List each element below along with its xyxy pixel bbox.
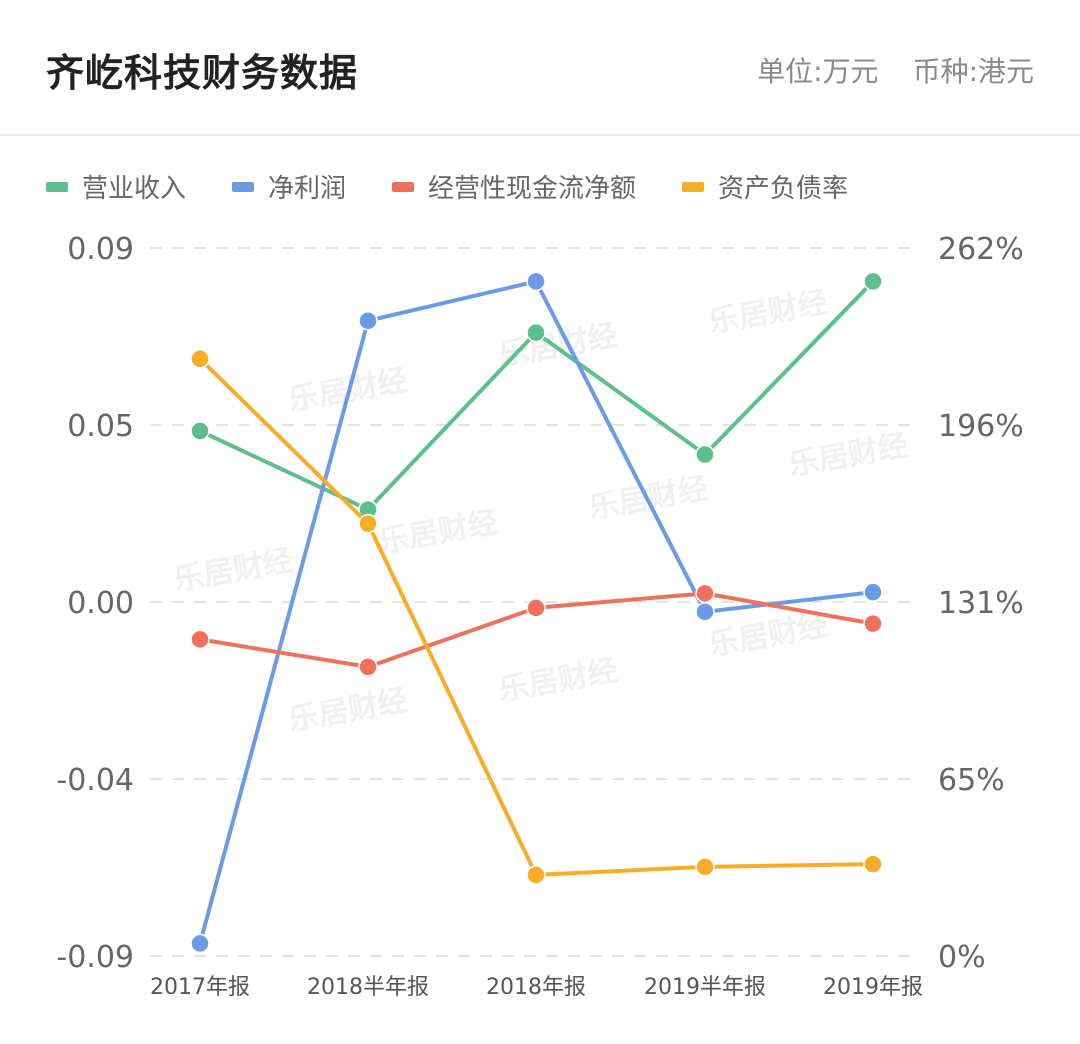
data-point-2 xyxy=(863,613,883,634)
x-axis-label: 2019半年报 xyxy=(644,975,766,1000)
data-point-0 xyxy=(526,322,546,343)
watermark-text: 乐居财经 xyxy=(286,683,410,738)
x-axis-label: 2018半年报 xyxy=(307,975,429,1000)
legend-swatch xyxy=(392,181,415,192)
data-point-2 xyxy=(358,657,378,677)
legend-label: 经营性现金流净额 xyxy=(428,174,637,204)
data-point-0 xyxy=(190,421,210,441)
left-axis-tick: 0.09 xyxy=(67,232,134,267)
left-axis-tick: 0.00 xyxy=(67,586,134,621)
watermark-text: 乐居财经 xyxy=(496,653,620,708)
legend-swatch xyxy=(682,181,705,192)
legend-item-1[interactable]: 净利润 xyxy=(232,168,346,205)
legend-item-0[interactable]: 营业收入 xyxy=(46,168,186,205)
data-point-3 xyxy=(358,513,378,534)
chart-header: 齐屹科技财务数据 单位:万元 币种:港元 xyxy=(0,0,1080,136)
right-axis-tick: 262% xyxy=(938,232,1024,267)
right-axis-tick: 0% xyxy=(938,940,986,975)
chart-legend: 营业收入 净利润 经营性现金流净额 资产负债率 xyxy=(46,168,894,205)
legend-item-2[interactable]: 经营性现金流净额 xyxy=(392,168,636,205)
x-axis-label: 2017年报 xyxy=(150,975,250,1000)
data-point-2 xyxy=(190,629,210,650)
unit-info: 单位:万元 币种:港元 xyxy=(757,50,1034,90)
currency-label: 币种:港元 xyxy=(912,55,1034,88)
right-axis-tick: 131% xyxy=(938,586,1024,621)
page-title: 齐屹科技财务数据 xyxy=(46,51,359,95)
data-point-0 xyxy=(695,444,715,465)
data-point-0 xyxy=(863,271,883,292)
x-axis-label: 2019年报 xyxy=(823,975,923,1000)
right-axis-tick: 196% xyxy=(938,409,1024,444)
left-axis-tick: 0.05 xyxy=(67,409,134,444)
data-point-1 xyxy=(358,311,378,331)
right-axis-tick: 65% xyxy=(938,763,1005,798)
legend-item-3[interactable]: 资产负债率 xyxy=(682,168,848,205)
data-point-1 xyxy=(526,271,546,292)
watermark-text: 乐居财经 xyxy=(376,505,500,560)
left-axis-tick: -0.09 xyxy=(56,940,134,975)
legend-swatch xyxy=(232,181,255,192)
data-point-2 xyxy=(695,583,715,604)
data-point-1 xyxy=(695,602,715,622)
legend-label: 营业收入 xyxy=(82,174,187,204)
data-point-1 xyxy=(190,933,210,954)
watermark-text: 乐居财经 xyxy=(171,543,295,598)
legend-label: 资产负债率 xyxy=(718,174,849,204)
watermark-text: 乐居财经 xyxy=(706,285,830,340)
data-point-1 xyxy=(863,582,883,602)
data-point-3 xyxy=(190,349,210,369)
watermark-text: 乐居财经 xyxy=(786,428,910,483)
data-point-3 xyxy=(695,857,715,877)
left-axis-tick: -0.04 xyxy=(56,763,134,798)
data-point-3 xyxy=(863,854,883,874)
unit-label: 单位:万元 xyxy=(757,55,879,88)
data-point-3 xyxy=(526,865,546,885)
watermark-text: 乐居财经 xyxy=(706,608,830,663)
data-point-2 xyxy=(526,598,546,618)
x-axis-label: 2018年报 xyxy=(486,975,586,1000)
legend-swatch xyxy=(46,181,68,192)
legend-label: 净利润 xyxy=(268,174,347,204)
